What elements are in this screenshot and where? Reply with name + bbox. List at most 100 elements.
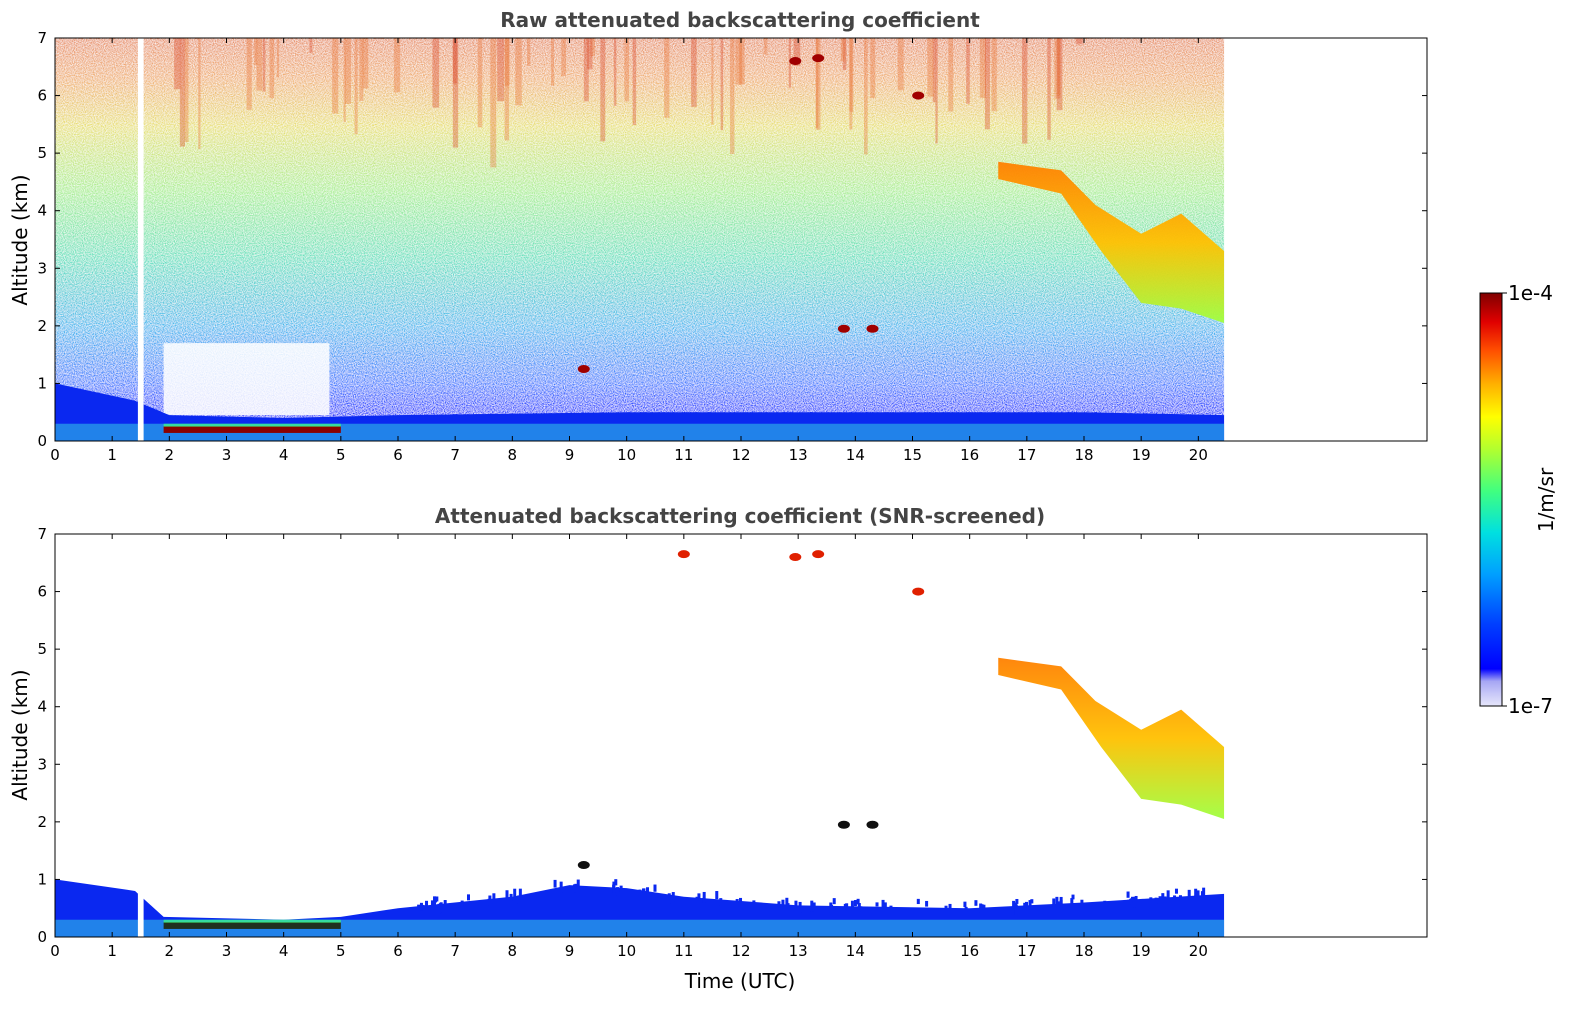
boundary-layer-speck xyxy=(492,893,496,904)
boundary-layer-speck xyxy=(812,902,816,912)
raw-upper-streak xyxy=(979,38,986,98)
boundary-layer-speck xyxy=(979,903,983,913)
boundary-layer-speck xyxy=(433,896,437,908)
x-tick-label: 13 xyxy=(789,942,808,960)
x-tick-label: 9 xyxy=(565,446,575,464)
raw-upper-streak xyxy=(1022,38,1028,144)
raw-upper-streak xyxy=(711,38,714,125)
boundary-layer-speck xyxy=(417,904,421,916)
x-tick-label: 4 xyxy=(279,446,289,464)
raw-upper-streak xyxy=(927,38,934,97)
raw-upper-streak xyxy=(359,38,364,101)
boundary-layer-speck xyxy=(925,900,929,907)
x-tick-label: 13 xyxy=(789,446,808,464)
raw-upper-streak xyxy=(551,38,555,86)
boundary-layer-speck xyxy=(435,896,439,902)
x-tick-label: 20 xyxy=(1189,446,1208,464)
boundary-layer-speck xyxy=(850,900,854,910)
cloud-patch xyxy=(812,550,825,559)
y-tick-label: 5 xyxy=(37,640,47,658)
boundary-layer-speck xyxy=(1059,900,1063,912)
raw-upper-streak xyxy=(849,38,854,112)
boundary-layer-speck xyxy=(781,899,785,911)
boundary-layer-speck xyxy=(944,905,948,917)
boundary-layer-speck xyxy=(739,897,743,909)
boundary-layer-speck xyxy=(1173,895,1177,906)
low-cloud-edge xyxy=(163,919,341,923)
raw-upper-streak xyxy=(276,38,280,78)
boundary-layer-speck xyxy=(1126,891,1130,898)
x-tick-label: 2 xyxy=(165,446,175,464)
x-tick-label: 10 xyxy=(617,942,636,960)
boundary-layer-speck xyxy=(466,894,470,901)
raw-upper-streak xyxy=(739,38,745,85)
x-tick-label: 14 xyxy=(846,942,865,960)
x-tick-label: 16 xyxy=(960,942,979,960)
raw-upper-streak xyxy=(815,38,821,130)
raw-upper-streak xyxy=(587,38,593,70)
raw-upper-streak xyxy=(720,38,724,131)
raw-upper-streak xyxy=(897,38,904,91)
x-tick-label: 0 xyxy=(50,942,60,960)
raw-upper-streak xyxy=(948,38,954,112)
cloud-patch xyxy=(789,553,802,562)
boundary-layer-speck xyxy=(646,887,650,899)
raw-upper-streak xyxy=(1056,38,1063,111)
raw-upper-streak xyxy=(179,38,186,147)
boundary-layer-speck xyxy=(1127,899,1131,912)
raw-upper-streak xyxy=(174,38,181,90)
boundary-layer-speck xyxy=(1012,900,1016,907)
boundary-layer-speck xyxy=(653,884,657,892)
boundary-layer-speck xyxy=(1194,894,1198,902)
x-tick-label: 16 xyxy=(960,446,979,464)
boundary-layer-speck xyxy=(1130,898,1134,910)
boundary-layer-speck xyxy=(517,895,521,904)
x-tick-label: 14 xyxy=(846,446,865,464)
raw-upper-streak xyxy=(735,38,743,85)
boundary-layer-speck xyxy=(963,901,967,908)
boundary-layer-speck xyxy=(798,901,802,913)
boundary-layer-speck xyxy=(1059,896,1063,905)
boundary-layer-speck xyxy=(1154,897,1158,904)
boundary-layer-speck xyxy=(553,879,557,888)
raw-upper-streak xyxy=(332,38,339,114)
boundary-layer-speck xyxy=(1187,889,1191,898)
boundary-layer-speck xyxy=(574,883,578,893)
raw-upper-streak xyxy=(966,38,970,104)
boundary-layer-speck xyxy=(1024,901,1028,907)
boundary-layer-speck xyxy=(612,881,616,893)
raw-upper-streak xyxy=(763,38,768,55)
boundary-layer-speck xyxy=(1131,896,1135,902)
raw-upper-streak xyxy=(477,38,483,128)
boundary-layer-speck xyxy=(853,900,857,907)
y-tick-label: 6 xyxy=(37,583,47,601)
boundary-layer-speck xyxy=(1070,898,1074,904)
y-tick-label: 7 xyxy=(37,525,47,543)
raw-upper-streak xyxy=(269,38,275,99)
boundary-layer-speck xyxy=(1158,896,1162,906)
x-tick-label: 6 xyxy=(393,446,403,464)
boundary-layer-speck xyxy=(735,899,739,911)
y-tick-label: 3 xyxy=(37,755,47,773)
boundary-layer-speck xyxy=(1149,897,1153,909)
raw-upper-streak xyxy=(432,38,440,108)
raw-upper-streak xyxy=(394,38,401,93)
raw-upper-streak xyxy=(452,38,459,148)
raw-upper-streak xyxy=(590,38,596,57)
cloud-patch xyxy=(866,324,879,333)
raw-x-ticks: 0 1 2 3 4 5 6 7 8 9 10 11 12 13 14 15 16 17 18 19 20 xyxy=(50,38,1208,464)
x-tick-label: 3 xyxy=(222,942,232,960)
x-tick-label: 9 xyxy=(565,942,575,960)
boundary-layer-speck xyxy=(460,900,464,906)
boundary-layer-speck xyxy=(1132,896,1136,908)
boundary-layer-speck xyxy=(430,900,434,908)
raw-upper-streak xyxy=(256,38,263,91)
y-tick-label: 5 xyxy=(37,144,47,162)
raw-upper-streak xyxy=(1047,38,1051,140)
boundary-layer-speck xyxy=(875,902,879,907)
raw-clear-region xyxy=(163,343,330,416)
y-tick-label: 6 xyxy=(37,87,47,105)
colorbar-gradient xyxy=(1479,292,1503,707)
x-tick-label: 1 xyxy=(107,942,117,960)
boundary-layer-speck xyxy=(794,900,798,912)
